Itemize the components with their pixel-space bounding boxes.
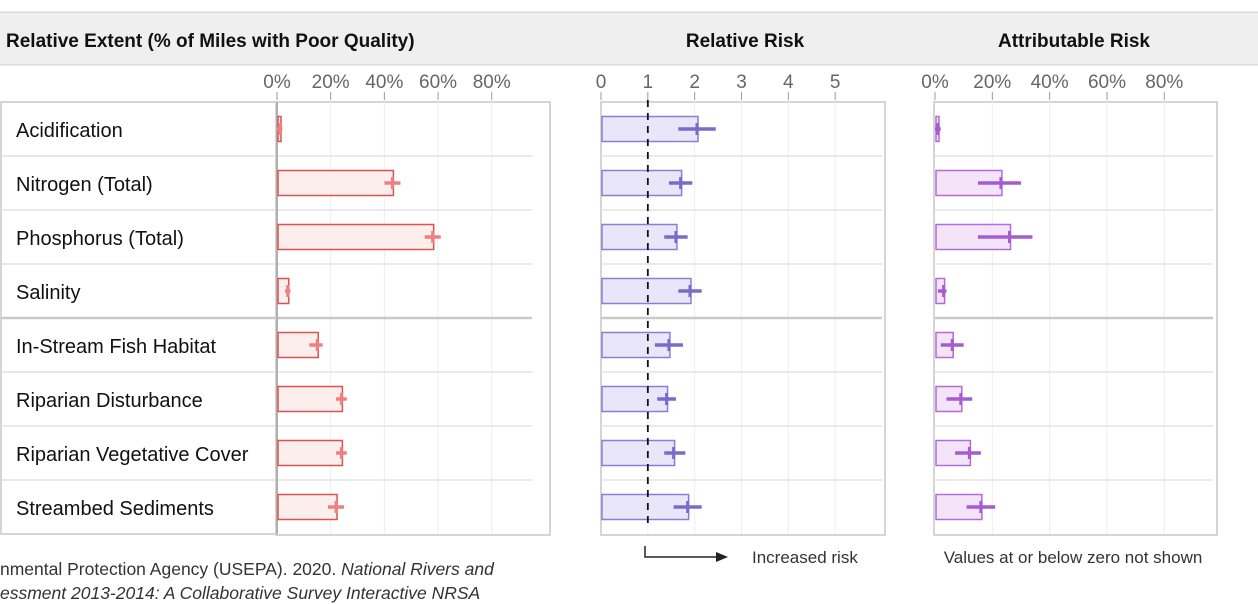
attrib-tick-label: 80%: [1145, 72, 1183, 93]
risk-axis: 0 1 2 3 4 5: [596, 72, 841, 100]
row-label-acidification: Acidification: [16, 120, 123, 142]
attrib-panel-title: Attributable Risk: [998, 31, 1150, 52]
source-citation-line-2-text: essment 2013-2014: A Collaborative Surve…: [0, 583, 481, 603]
header-band: Relative Extent (% of Miles with Poor Qu…: [0, 11, 1258, 66]
risk-gridlines: [601, 102, 882, 534]
arrow-head: [716, 552, 728, 562]
header-background: [0, 12, 1258, 65]
row-label-in-stream-fish-habitat: In-Stream Fish Habitat: [16, 336, 217, 358]
risk-bars: [601, 115, 716, 521]
attrib-panel: 0% 20% 40% 60% 80% Values at or below zero n…: [921, 72, 1218, 567]
attrib-tick-label: 40%: [1031, 72, 1069, 93]
extent-tick-label: 60%: [419, 72, 457, 93]
risk-bar-salinity: [601, 277, 692, 305]
row-label-riparian-disturbance: Riparian Disturbance: [16, 390, 203, 412]
increased-risk-arrow: [644, 546, 728, 562]
row-label-phosphorus-total: Phosphorus (Total): [16, 228, 184, 250]
risk-tick-label: 4: [783, 72, 794, 93]
source-citation-italic: National Rivers and: [341, 559, 494, 579]
row-label-salinity: Salinity: [16, 282, 80, 304]
arrow-stem: [644, 546, 718, 558]
attrib-axis: 0% 20% 40% 60% 80%: [921, 72, 1183, 100]
attrib-tick-label: 20%: [973, 72, 1011, 93]
risk-panel: 0 1 2 3 4 5 Increased risk: [596, 72, 886, 567]
risk-bar-riparian-vegetative-cover: [601, 439, 676, 467]
risk-tick-label: 0: [596, 72, 607, 93]
increased-risk-caption: Increased risk: [752, 548, 858, 567]
extent-bars: [277, 115, 441, 521]
attrib-tick-label: 60%: [1088, 72, 1126, 93]
extent-gridlines: [277, 102, 532, 534]
extent-bar-phosphorus-total: [277, 223, 435, 251]
attrib-caption: Values at or below zero not shown: [944, 548, 1203, 567]
extent-axis: 0% 20% 40% 60% 80%: [263, 72, 511, 534]
attrib-tick-label: 0%: [921, 72, 949, 93]
extent-bar-nitrogen-total: [277, 169, 395, 197]
extent-tick-label: 20%: [312, 72, 350, 93]
extent-bar-streambed-sediments: [277, 493, 338, 521]
extent-panel: 0% 20% 40% 60% 80%: [263, 72, 551, 536]
source-citation-plain: nmental Protection Agency (USEPA). 2020.: [0, 559, 342, 579]
extent-panel-title: Relative Extent (% of Miles with Poor Qu…: [6, 31, 415, 52]
risk-tick-label: 2: [689, 72, 700, 93]
risk-tick-label: 5: [830, 72, 841, 93]
risk-bar-nitrogen-total: [601, 169, 683, 197]
source-citation-line-2: essment 2013-2014: A Collaborative Surve…: [0, 583, 480, 604]
attrib-gridlines: [935, 102, 1213, 534]
row-label-nitrogen-total: Nitrogen (Total): [16, 174, 153, 196]
risk-tick-label: 3: [736, 72, 747, 93]
row-label-streambed-sediments: Streambed Sediments: [16, 498, 214, 520]
indicator-label-table: Acidification Nitrogen (Total) Phosphorus …: [0, 101, 277, 535]
row-label-riparian-vegetative-cover: Riparian Vegetative Cover: [16, 444, 249, 466]
extent-bar-riparian-disturbance: [277, 385, 344, 413]
risk-tick-label: 1: [643, 72, 654, 93]
attrib-panel-frame: [933, 101, 1218, 536]
extent-tick-label: 0%: [263, 72, 291, 93]
extent-tick-label: 40%: [365, 72, 403, 93]
risk-bar-riparian-disturbance: [601, 385, 669, 413]
source-citation-line-1: nmental Protection Agency (USEPA). 2020.…: [0, 559, 494, 580]
risk-panel-title: Relative Risk: [686, 31, 805, 52]
extent-tick-label: 80%: [473, 72, 511, 93]
extent-bar-in-stream-fish-habitat: [277, 331, 320, 359]
attrib-bars: [935, 115, 1033, 521]
extent-bar-riparian-vegetative-cover: [277, 439, 344, 467]
